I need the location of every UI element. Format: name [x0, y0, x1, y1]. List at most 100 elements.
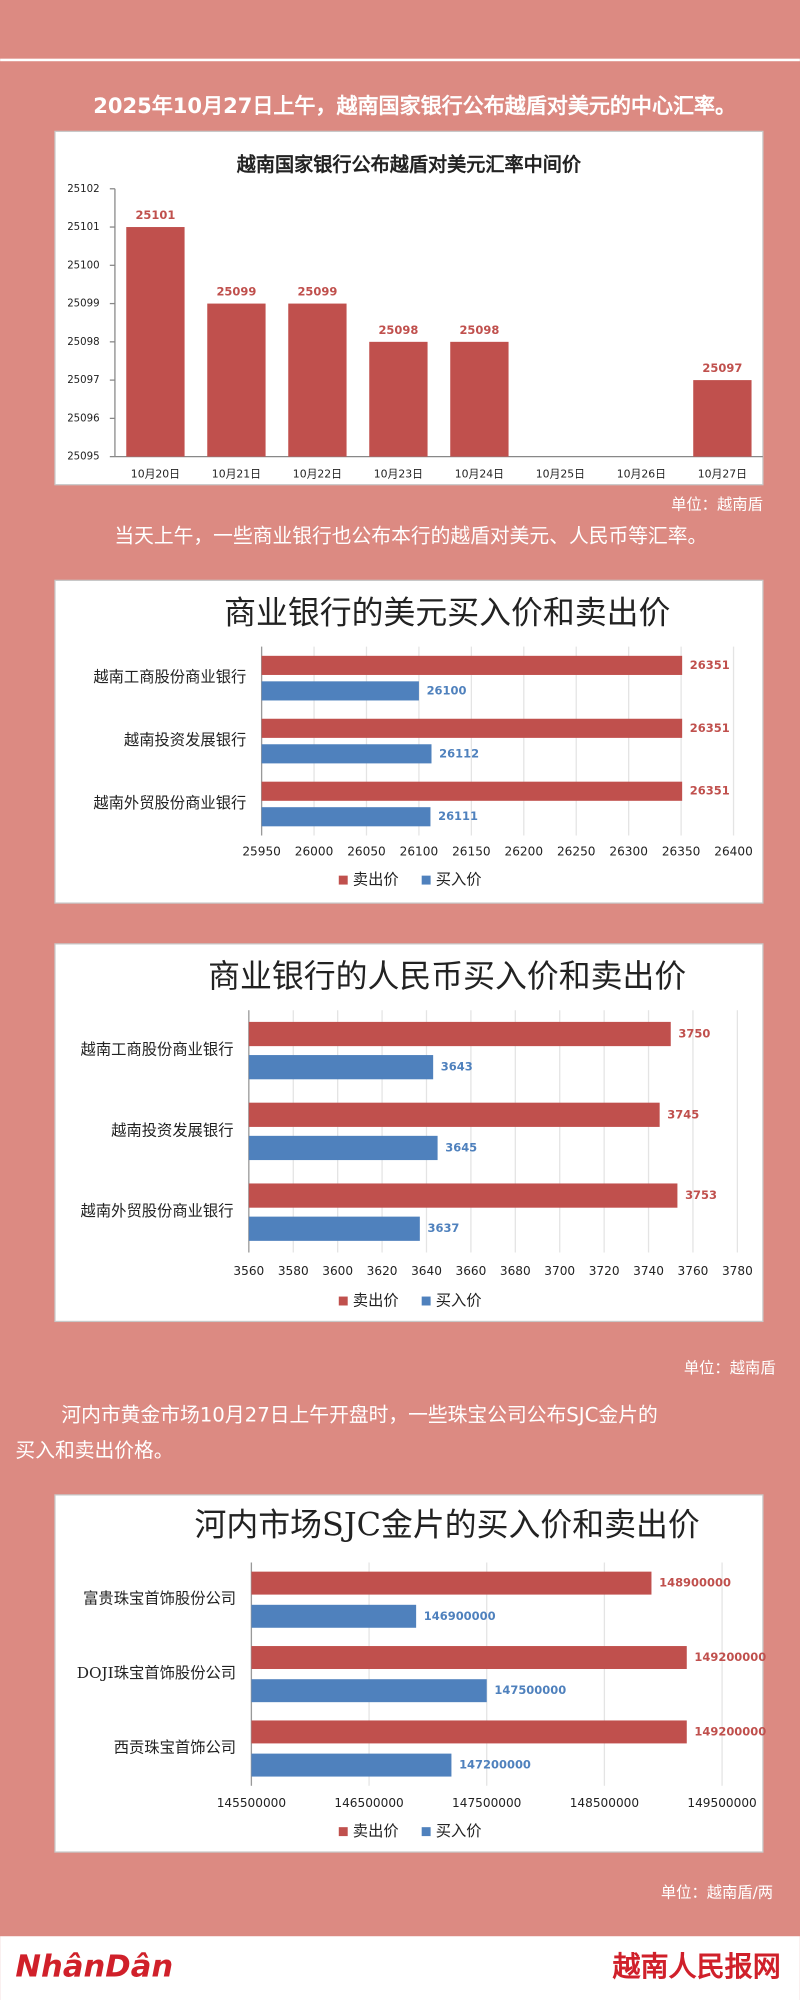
legend-label: 买入价: [436, 1292, 482, 1310]
chart-title: 越南国家银行公布越盾对美元汇率中间价: [236, 153, 582, 176]
bar: [369, 341, 428, 457]
y-tick-label: 越南投资发展银行: [124, 731, 246, 749]
x-tick-label: 26200: [505, 845, 544, 859]
bar: [248, 1021, 671, 1047]
value-label: 26351: [690, 658, 730, 672]
value-label: 26111: [438, 809, 478, 823]
value-label: 149200000: [694, 1650, 766, 1664]
y-tick-label: 25101: [67, 222, 99, 233]
x-tick-label: 26150: [452, 845, 491, 859]
bar: [248, 1183, 678, 1208]
y-tick-label: 越南投资发展银行: [111, 1121, 233, 1139]
unit: 单位：越南盾: [671, 496, 763, 514]
y-tick-label: 25099: [67, 299, 99, 310]
chart-title: 河内市场SJC金片的买入价和卖出价: [195, 1505, 700, 1543]
y-tick-label: 25097: [67, 375, 99, 386]
legend-label: 买入价: [436, 1822, 482, 1840]
y-tick-label: DOJI珠宝首饰股份公司: [77, 1664, 236, 1682]
chart-frame: [54, 943, 764, 1323]
bar: [251, 1720, 687, 1744]
x-tick-label: 145500000: [217, 1796, 286, 1810]
value-label: 25099: [216, 285, 256, 299]
y-tick-label: 25096: [67, 413, 99, 424]
x-tick-label: 26350: [662, 845, 701, 859]
unit: 单位：越南盾: [684, 1359, 776, 1377]
x-tick-label: 10月26日: [617, 467, 666, 480]
x-tick-label: 3640: [411, 1264, 442, 1278]
legend-label: 买入价: [436, 871, 482, 889]
bar: [261, 807, 431, 827]
bar: [288, 303, 347, 457]
value-label: 147200000: [459, 1758, 531, 1772]
bar: [261, 744, 432, 764]
unit: 单位：越南盾/两: [661, 1883, 773, 1901]
value-label: 26112: [439, 746, 479, 760]
value-label: 3637: [427, 1221, 459, 1235]
legend-label: 卖出价: [353, 1292, 399, 1310]
x-tick-label: 10月25日: [536, 467, 585, 480]
x-tick-label: 26400: [714, 845, 753, 859]
x-tick-label: 3580: [278, 1264, 309, 1278]
bar: [251, 1679, 487, 1703]
x-tick-label: 3760: [678, 1264, 709, 1278]
y-tick-label: 越南工商股份商业银行: [81, 1041, 234, 1059]
bar: [450, 341, 509, 457]
value-label: 148900000: [659, 1576, 731, 1590]
top-rule: [0, 58, 800, 62]
value-label: 3643: [441, 1060, 473, 1074]
legend-swatch: [421, 1827, 431, 1837]
x-tick-label: 10月23日: [374, 467, 423, 480]
bar: [248, 1135, 438, 1161]
bar: [693, 380, 752, 457]
value-label: 147500000: [494, 1683, 566, 1697]
legend-swatch: [338, 1827, 348, 1837]
bar: [251, 1571, 652, 1595]
value-label: 25101: [135, 208, 175, 222]
x-tick-label: 10月20日: [131, 467, 180, 480]
x-tick-label: 25950: [242, 845, 281, 859]
value-label: 3750: [678, 1027, 710, 1041]
x-tick-label: 26300: [609, 845, 648, 859]
x-tick-label: 3560: [233, 1264, 264, 1278]
value-label: 146900000: [424, 1609, 496, 1623]
y-tick-label: 富贵珠宝首饰股份公司: [83, 1590, 236, 1608]
bar: [248, 1216, 420, 1241]
y-tick-label: 25102: [67, 184, 99, 195]
x-tick-label: 10月22日: [293, 467, 342, 480]
intro: 2025年10月27日上午，越南国家银行公布越盾对美元的中心汇率。: [93, 93, 736, 118]
bar: [248, 1055, 434, 1080]
paragraph: 河内市黄金市场10月27日上午开盘时，一些珠宝公司公布SJC金片的: [61, 1403, 657, 1426]
paragraph: 买入和卖出价格。: [15, 1439, 173, 1462]
legend-swatch: [421, 1296, 431, 1306]
value-label: 26100: [427, 683, 467, 697]
paragraph: 当天上午，一些商业银行也公布本行的越盾对美元、人民币等汇率。: [114, 524, 707, 547]
x-tick-label: 147500000: [452, 1796, 521, 1810]
value-label: 26351: [690, 784, 730, 798]
site-name: 越南人民报网: [612, 1950, 780, 1983]
x-tick-label: 3780: [722, 1264, 753, 1278]
y-tick-label: 越南外贸股份商业银行: [81, 1202, 234, 1220]
chart-title: 商业银行的美元买入价和卖出价: [224, 593, 670, 631]
chart-frame: [54, 579, 764, 904]
value-label: 3745: [667, 1107, 699, 1121]
value-label: 25098: [459, 323, 499, 337]
bar: [251, 1646, 687, 1670]
value-label: 25097: [702, 361, 742, 375]
x-tick-label: 26000: [295, 845, 334, 859]
bar: [261, 681, 419, 701]
x-tick-label: 10月21日: [212, 467, 261, 480]
y-tick-label: 25095: [67, 452, 99, 463]
legend-swatch: [338, 875, 348, 885]
value-label: 25098: [378, 323, 418, 337]
value-label: 149200000: [694, 1724, 766, 1738]
bar: [261, 781, 683, 801]
bar: [207, 303, 266, 457]
x-tick-label: 26050: [347, 845, 386, 859]
x-tick-label: 146500000: [334, 1796, 403, 1810]
legend-swatch: [338, 1296, 348, 1306]
x-tick-label: 26250: [557, 845, 596, 859]
x-tick-label: 26100: [400, 845, 439, 859]
x-tick-label: 3600: [322, 1264, 353, 1278]
legend-label: 卖出价: [353, 871, 399, 889]
